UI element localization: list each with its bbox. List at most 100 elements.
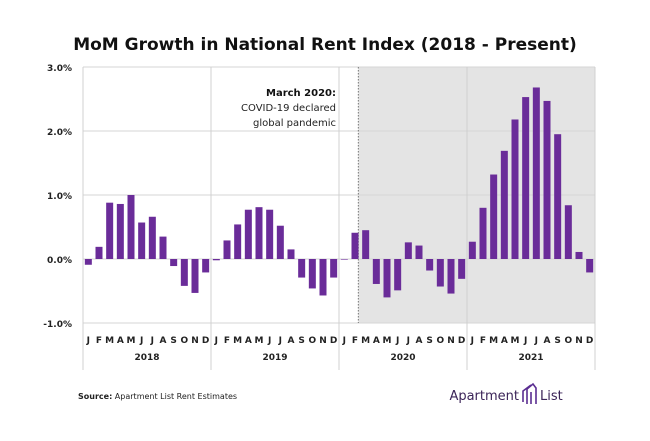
month-label: J: [139, 336, 143, 346]
y-tick-label: 1.0%: [47, 192, 72, 202]
bar: [415, 245, 423, 259]
bar: [298, 259, 306, 278]
year-label: 2019: [262, 353, 287, 363]
month-label: M: [511, 336, 520, 346]
year-label: 2021: [518, 353, 543, 363]
bar: [490, 174, 498, 259]
month-label: J: [470, 336, 474, 346]
bar: [426, 259, 434, 271]
bar: [106, 202, 114, 259]
month-label: J: [86, 336, 90, 346]
bar: [447, 259, 455, 294]
bar: [287, 249, 295, 259]
bar: [170, 259, 178, 267]
bar: [394, 259, 402, 291]
month-label: F: [96, 336, 102, 346]
source-note: Source: Apartment List Rent Estimates: [78, 392, 237, 401]
y-tick-label: -1.0%: [43, 320, 72, 330]
year-label: 2020: [390, 353, 415, 363]
bar: [127, 195, 135, 259]
logo-building-icon: [522, 382, 537, 404]
bar: [212, 259, 220, 261]
bar: [362, 230, 370, 259]
month-label: S: [554, 336, 560, 346]
bar: [191, 259, 199, 293]
month-label: A: [373, 336, 380, 346]
bar: [468, 241, 476, 259]
bar: [308, 259, 316, 289]
bar: [276, 225, 284, 259]
month-label: M: [383, 336, 392, 346]
annotation: March 2020: COVID-19 declared global pan…: [241, 88, 336, 129]
source-text: Apartment List Rent Estimates: [112, 392, 237, 401]
bar: [543, 100, 551, 259]
bar: [202, 259, 210, 273]
apartment-list-logo: Apartment List: [449, 382, 563, 404]
month-label: N: [575, 336, 583, 346]
month-label: A: [544, 336, 551, 346]
month-label: F: [224, 336, 230, 346]
month-label: J: [523, 336, 527, 346]
bar: [138, 222, 146, 259]
month-label: A: [117, 336, 124, 346]
bar: [372, 259, 380, 284]
bar: [436, 259, 444, 287]
month-label: J: [395, 336, 399, 346]
bar: [383, 259, 391, 298]
y-tick-label: 0.0%: [47, 256, 72, 266]
bar: [223, 240, 231, 259]
month-label: D: [586, 336, 593, 346]
y-tick-label: 2.0%: [47, 128, 72, 138]
month-label: S: [426, 336, 432, 346]
bar: [511, 119, 519, 259]
bar: [84, 259, 92, 265]
month-label: J: [214, 336, 218, 346]
month-label: M: [233, 336, 242, 346]
month-label: J: [278, 336, 282, 346]
bar: [564, 205, 572, 259]
month-label: D: [458, 336, 465, 346]
month-label: J: [267, 336, 271, 346]
bar: [330, 259, 338, 278]
bar: [532, 87, 540, 259]
bar: [95, 246, 103, 259]
month-label: J: [534, 336, 538, 346]
y-tick-label: 3.0%: [47, 64, 72, 74]
month-label: S: [170, 336, 176, 346]
chart-title: MoM Growth in National Rent Index (2018 …: [73, 35, 577, 55]
month-label: F: [352, 336, 358, 346]
annotation-line-1: COVID-19 declared: [241, 103, 336, 114]
bar: [340, 259, 348, 260]
month-label: A: [288, 336, 295, 346]
bar: [255, 207, 263, 259]
bar: [586, 259, 594, 273]
month-label: A: [245, 336, 252, 346]
month-label: J: [406, 336, 410, 346]
bar: [319, 259, 327, 296]
bar: [180, 259, 188, 286]
month-label: D: [330, 336, 337, 346]
bar: [351, 232, 359, 259]
bar: [266, 209, 274, 259]
month-label: O: [437, 336, 445, 346]
bar: [159, 236, 167, 259]
month-label: M: [489, 336, 498, 346]
annotation-line-2: global pandemic: [253, 118, 336, 129]
bar: [148, 216, 156, 259]
bar: [522, 97, 530, 259]
annotation-title: March 2020:: [266, 88, 336, 99]
month-label: J: [150, 336, 154, 346]
month-label: M: [361, 336, 370, 346]
bar: [458, 259, 466, 279]
bar: [479, 207, 487, 259]
plot-area: 3.0%2.0%1.0%0.0%-1.0%J F M A M J J A S O N D J F M A M J J…: [43, 64, 596, 370]
bar: [575, 251, 583, 259]
month-label: N: [319, 336, 327, 346]
month-label: O: [565, 336, 573, 346]
month-label: F: [480, 336, 486, 346]
source-label: Source:: [78, 392, 112, 401]
logo-text-left: Apartment: [449, 389, 519, 404]
bar: [244, 209, 252, 259]
month-label: S: [298, 336, 304, 346]
